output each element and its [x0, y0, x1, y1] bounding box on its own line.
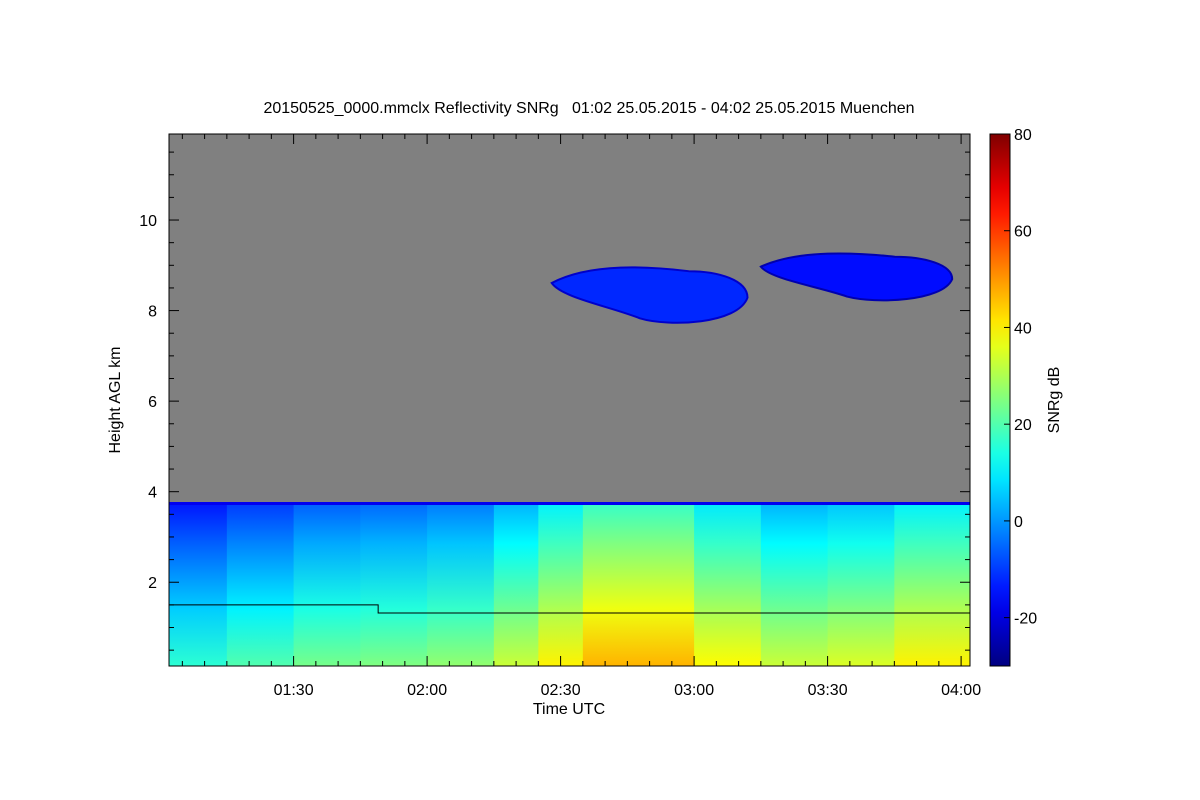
colorbar-tick-label: 0 — [1014, 514, 1023, 531]
colorbar-label: SNRg dB — [1046, 367, 1063, 434]
chart-title: 20150525_0000.mmclx Reflectivity SNRg 01… — [263, 100, 914, 117]
y-tick-label: 8 — [148, 304, 157, 321]
line-series — [169, 604, 970, 614]
plot-border — [168, 133, 971, 667]
x-axis-label: Time UTC — [533, 701, 605, 718]
boundary-layer-segment — [293, 503, 361, 666]
x-axis: 01:30 02:00 02:30 03:00 03:30 04:00 — [181, 134, 981, 699]
colorbar-tick-label: -20 — [1014, 611, 1037, 628]
y-tick-label: 10 — [139, 213, 157, 230]
boundary-layer-segment — [538, 503, 584, 666]
boundary-layer-segment — [894, 503, 971, 666]
x-tick-label: 03:00 — [674, 682, 714, 699]
plot-area — [169, 134, 971, 666]
cloud-echo — [551, 267, 748, 323]
boundary-layer-echo — [169, 502, 971, 666]
boundary-layer-segment — [827, 503, 895, 666]
plot-frame — [168, 133, 971, 667]
colorbar-tick-label: 20 — [1014, 417, 1032, 434]
y-axis: 2 4 6 8 10 — [139, 151, 970, 651]
colorbar-tick-label: 60 — [1014, 224, 1032, 241]
colorbar-tick-label: 40 — [1014, 320, 1032, 337]
boundary-layer-segment — [427, 503, 495, 666]
boundary-layer-segment — [169, 503, 228, 666]
y-tick-label: 4 — [148, 485, 157, 502]
boundary-layer-segment — [360, 503, 428, 666]
colorbar: -20 0 20 40 60 80 — [989, 127, 1037, 667]
y-tick-label: 2 — [148, 575, 157, 592]
x-tick-label: 02:00 — [407, 682, 447, 699]
boundary-layer-top-edge — [169, 502, 970, 506]
x-tick-label: 01:30 — [274, 682, 314, 699]
boundary-layer-segment — [493, 503, 539, 666]
y-tick-label: 6 — [148, 394, 157, 411]
colorbar-gradient — [989, 133, 1011, 667]
x-tick-label: 02:30 — [541, 682, 581, 699]
cloud-echo-edge — [759, 252, 954, 302]
cloud-echo-edge — [550, 266, 749, 324]
boundary-layer-segment — [226, 503, 295, 666]
colorbar-tick-label: 80 — [1014, 127, 1032, 144]
x-tick-label: 04:00 — [941, 682, 981, 699]
boundary-layer-segment — [760, 503, 829, 666]
boundary-layer-segment — [582, 503, 642, 666]
boundary-layer-segment — [640, 503, 695, 666]
boundary-layer-segment — [694, 503, 762, 666]
cloud-echo — [760, 253, 953, 301]
x-tick-label: 03:30 — [808, 682, 848, 699]
y-axis-label: Height AGL km — [107, 346, 124, 453]
